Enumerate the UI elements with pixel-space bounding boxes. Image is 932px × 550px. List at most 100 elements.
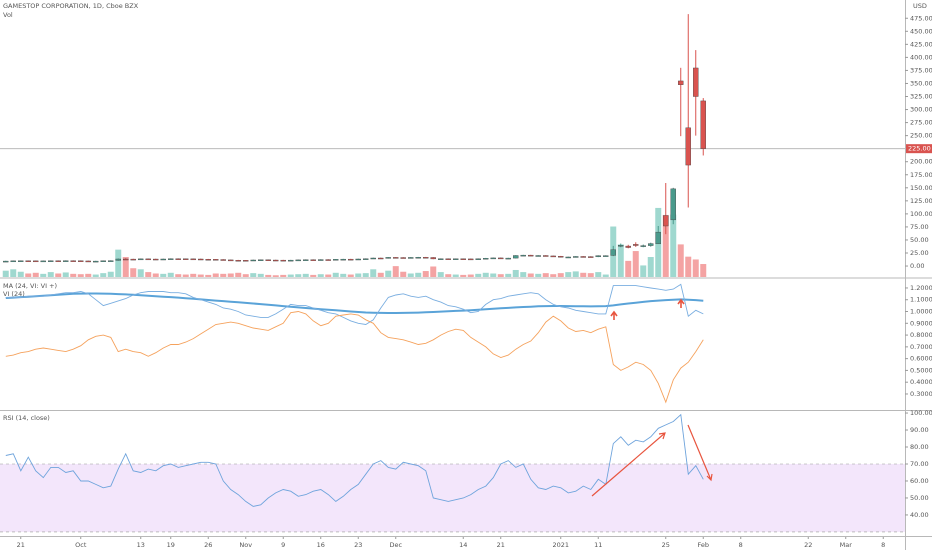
candle-body: [663, 215, 669, 227]
volume-bar: [542, 273, 549, 277]
pane-subtitle: VI (24): [3, 290, 25, 298]
candle-body: [393, 257, 399, 259]
candle-body: [408, 257, 414, 259]
candle-body: [355, 258, 361, 261]
last-price-box: [906, 144, 932, 154]
volume-bar: [677, 244, 684, 277]
candle-body: [85, 260, 91, 263]
candle-body: [325, 259, 331, 261]
volume-bar: [550, 274, 557, 277]
volume-bar: [115, 249, 122, 277]
candle-body: [400, 257, 406, 259]
up-arrow: [610, 310, 618, 320]
up-arrow: [677, 298, 685, 308]
volume-bar: [100, 273, 107, 277]
x-tick-label: 19: [167, 541, 175, 549]
y-tick-label: 0.00: [910, 262, 924, 270]
candle-body: [175, 258, 181, 260]
axis-unit: USD: [913, 2, 927, 10]
volume-bar: [632, 251, 639, 277]
indicator-line: [5, 413, 704, 507]
volume-bar: [287, 274, 294, 277]
volume-bar: [647, 257, 654, 277]
trend-arrow: [591, 432, 666, 497]
volume-bar: [625, 260, 632, 277]
candle-body: [318, 259, 324, 261]
volume-bar: [92, 274, 99, 277]
volume-bar: [475, 273, 482, 277]
candle-body: [363, 258, 369, 260]
candle-body: [183, 258, 189, 260]
volume-bar: [340, 273, 347, 277]
y-tick-label: 325.00: [910, 93, 932, 101]
y-tick-label: 125.00: [910, 197, 932, 205]
volume-bar: [250, 273, 257, 277]
volume-bar: [482, 272, 489, 277]
pane-title: MA (24, VI: VI +): [3, 282, 57, 290]
x-tick-label: Nov: [239, 541, 252, 549]
volume-bar: [490, 273, 497, 277]
volume-bar: [272, 275, 279, 277]
candle-body: [48, 260, 54, 262]
pane-title: RSI (14, close): [3, 414, 50, 422]
candle-body: [655, 231, 661, 245]
volume-bar: [602, 274, 609, 277]
volume-bar: [685, 256, 692, 277]
volume-bar: [692, 259, 699, 277]
y-tick-label: 200.00: [910, 158, 932, 166]
candle-body: [228, 259, 234, 262]
x-tick-label: Feb: [697, 541, 709, 549]
candle-body: [580, 256, 586, 258]
candle-body: [190, 258, 196, 261]
candle-body: [288, 259, 294, 262]
candle-body: [25, 260, 31, 262]
candle-body: [145, 258, 151, 261]
x-tick-label: 22: [804, 541, 812, 549]
x-tick-label: Dec: [389, 541, 402, 549]
volume-bar: [415, 272, 422, 277]
volume-bar: [362, 273, 369, 277]
candle-body: [138, 258, 144, 261]
candle-body: [498, 257, 504, 260]
candle-body: [505, 257, 511, 260]
candle-body: [633, 244, 639, 246]
y-tick-label: 0.7000: [910, 343, 932, 351]
volume-bar: [205, 274, 212, 277]
y-tick-label: 475.00: [910, 14, 932, 22]
candle-body: [693, 67, 699, 97]
candle-body: [483, 258, 489, 260]
y-tick-label: 0.4000: [910, 378, 932, 386]
volume-bar: [62, 272, 69, 277]
candle-body: [310, 259, 316, 261]
y-tick-label: 150.00: [910, 184, 932, 192]
candle-body: [595, 255, 601, 258]
y-tick-label: 100.00: [910, 210, 932, 218]
candle-body: [160, 258, 166, 261]
volume-bar: [700, 264, 707, 277]
y-tick-label: 1.0000: [910, 308, 932, 316]
volume-bar: [580, 272, 587, 277]
volume-bar: [385, 270, 392, 277]
volume-bar: [220, 273, 227, 277]
volume-bar: [407, 273, 414, 277]
candle-body: [340, 258, 346, 261]
candle-body: [273, 259, 279, 262]
volume-bar: [662, 214, 669, 277]
volume-bar: [310, 274, 317, 277]
volume-bar: [182, 274, 189, 277]
volume-bar: [430, 266, 437, 277]
candle-body: [453, 258, 459, 260]
candle-body: [475, 258, 481, 260]
candle-body: [33, 260, 39, 263]
chart-title: GAMESTOP CORPORATION, 1D, Cboe BZX: [3, 2, 139, 10]
volume-bar: [77, 274, 84, 277]
candle-body: [528, 254, 534, 257]
volume-bar: [670, 214, 677, 277]
ma-line: [5, 292, 704, 314]
candle-body: [115, 258, 121, 261]
candle-body: [378, 257, 384, 260]
candle-body: [460, 258, 466, 260]
volume-bar: [2, 270, 9, 277]
candle-body: [265, 259, 271, 261]
